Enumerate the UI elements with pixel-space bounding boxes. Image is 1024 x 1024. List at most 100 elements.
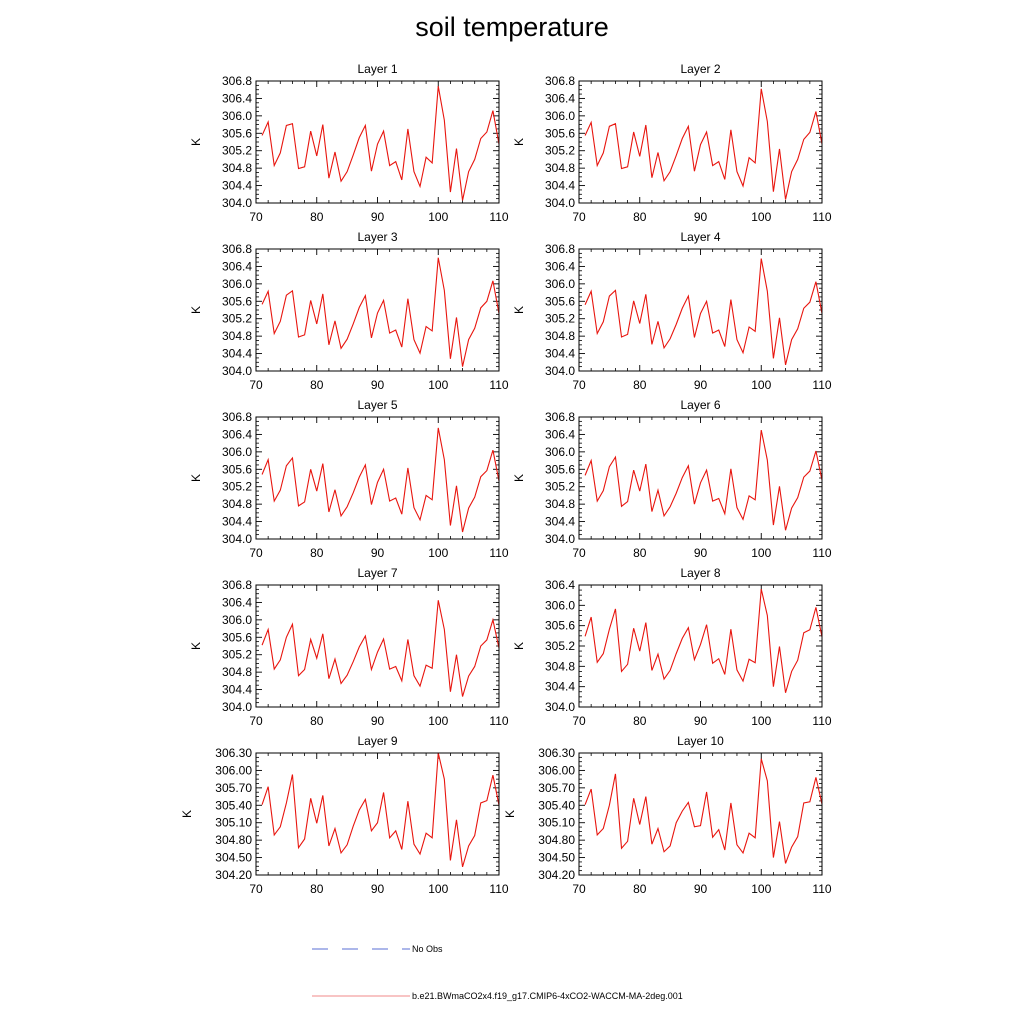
x-tick-label: 90 — [371, 546, 385, 560]
x-tick-label: 110 — [489, 210, 508, 224]
y-tick-label: 305.6 — [545, 126, 575, 140]
y-tick-label: 304.80 — [215, 833, 252, 847]
plot-frame — [255, 752, 500, 876]
y-tick-label: 306.0 — [222, 445, 252, 459]
x-tick-label: 80 — [310, 378, 324, 392]
chart-panel-10: Layer 10 304.20 304.50 304.80 305.10 305.40 30… — [503, 734, 832, 896]
y-tick-label: 305.2 — [222, 480, 252, 494]
y-tick-label: 305.6 — [222, 462, 252, 476]
x-tick-label: 100 — [751, 882, 771, 896]
panel-title: Layer 6 — [680, 398, 720, 412]
chart-panel-5: Layer 5 304.0 304.4 304.8 305.2 305.6 306.0 306… — [189, 398, 509, 560]
y-tick-label: 306.4 — [545, 578, 575, 592]
y-tick-label: 305.6 — [545, 294, 575, 308]
y-tick-label: 305.2 — [545, 639, 575, 653]
y-tick-label: 306.4 — [222, 91, 252, 105]
panel-title: Layer 3 — [357, 230, 397, 244]
y-tick-label: 306.4 — [222, 427, 252, 441]
y-tick-label: 305.40 — [538, 798, 575, 812]
y-tick-label: 306.8 — [222, 242, 252, 256]
x-tick-label: 110 — [489, 546, 508, 560]
y-tick-label: 305.2 — [222, 312, 252, 326]
x-tick-label: 70 — [249, 882, 263, 896]
main-title: soil temperature — [415, 12, 609, 42]
plot-frame — [578, 416, 823, 540]
series-line — [584, 588, 823, 693]
y-tick-label: 305.6 — [545, 619, 575, 633]
y-tick-label: 304.4 — [222, 515, 252, 529]
y-tick-label: 304.0 — [545, 700, 575, 714]
y-axis-label: K — [512, 138, 526, 146]
plot-frame — [578, 248, 823, 372]
plot-frame — [255, 584, 500, 708]
x-tick-label: 100 — [428, 714, 448, 728]
x-tick-label: 70 — [249, 210, 263, 224]
y-tick-label: 304.50 — [215, 851, 252, 865]
y-tick-label: 304.8 — [222, 161, 252, 175]
chart-panel-6: Layer 6 304.0 304.4 304.8 305.2 305.6 306.0 306… — [512, 398, 832, 560]
y-tick-label: 304.0 — [545, 196, 575, 210]
y-tick-label: 304.0 — [222, 532, 252, 546]
series-line — [261, 752, 500, 868]
y-tick-label: 304.4 — [545, 179, 575, 193]
y-tick-label: 305.10 — [215, 816, 252, 830]
y-tick-label: 305.6 — [545, 462, 575, 476]
y-tick-label: 305.40 — [215, 798, 252, 812]
chart-panel-8: Layer 8 304.0 304.4 304.8 305.2 305.6 306.0 306… — [512, 566, 832, 728]
y-tick-label: 306.0 — [545, 445, 575, 459]
x-tick-label: 110 — [489, 378, 508, 392]
y-tick-label: 306.0 — [545, 598, 575, 612]
panel-title: Layer 9 — [357, 734, 397, 748]
panels-group: Layer 1 304.0 304.4 304.8 305.2 305.6 306.0 306… — [180, 62, 832, 896]
x-tick-label: 80 — [633, 378, 647, 392]
y-axis-label: K — [189, 306, 203, 314]
y-axis-label: K — [512, 642, 526, 650]
series-line — [261, 427, 500, 533]
x-tick-label: 90 — [694, 210, 708, 224]
y-tick-label: 304.0 — [222, 364, 252, 378]
x-tick-label: 110 — [812, 714, 831, 728]
y-tick-label: 306.30 — [215, 746, 252, 760]
y-tick-label: 306.8 — [222, 74, 252, 88]
y-tick-label: 306.4 — [222, 595, 252, 609]
x-tick-label: 70 — [249, 546, 263, 560]
y-tick-label: 306.8 — [545, 74, 575, 88]
plot-frame — [255, 80, 500, 204]
series-line — [261, 86, 500, 201]
y-tick-label: 304.8 — [222, 665, 252, 679]
y-tick-label: 304.4 — [545, 680, 575, 694]
chart-panel-2: Layer 2 304.0 304.4 304.8 305.2 305.6 306.0 306… — [512, 62, 832, 224]
x-tick-label: 80 — [310, 882, 324, 896]
y-tick-label: 306.4 — [222, 259, 252, 273]
y-tick-label: 304.4 — [545, 515, 575, 529]
x-tick-label: 110 — [812, 378, 831, 392]
y-tick-label: 306.4 — [545, 427, 575, 441]
x-tick-label: 70 — [249, 378, 263, 392]
y-tick-label: 304.8 — [545, 161, 575, 175]
panel-title: Layer 2 — [680, 62, 720, 76]
x-tick-label: 90 — [371, 714, 385, 728]
x-tick-label: 70 — [572, 378, 586, 392]
x-tick-label: 90 — [694, 882, 708, 896]
legend: No Obs b.e21.BWmaCO2x4.f19_g17.CMIP6-4xC… — [312, 944, 683, 1001]
legend-model-label: b.e21.BWmaCO2x4.f19_g17.CMIP6-4xCO2-WACC… — [412, 991, 683, 1001]
y-tick-label: 305.6 — [222, 630, 252, 644]
y-tick-label: 306.0 — [222, 109, 252, 123]
y-tick-label: 306.4 — [545, 91, 575, 105]
panel-title: Layer 1 — [357, 62, 397, 76]
plot-frame — [578, 584, 823, 708]
y-tick-label: 304.0 — [545, 532, 575, 546]
y-tick-label: 306.4 — [545, 259, 575, 273]
y-tick-label: 305.70 — [215, 781, 252, 795]
y-tick-label: 306.0 — [222, 613, 252, 627]
y-tick-label: 305.2 — [545, 144, 575, 158]
panel-title: Layer 10 — [677, 734, 724, 748]
y-tick-label: 306.8 — [545, 410, 575, 424]
plot-frame — [578, 752, 823, 876]
x-tick-label: 100 — [751, 378, 771, 392]
plot-frame — [255, 416, 500, 540]
y-tick-label: 305.2 — [222, 144, 252, 158]
y-tick-label: 306.8 — [222, 410, 252, 424]
x-tick-label: 70 — [249, 714, 263, 728]
